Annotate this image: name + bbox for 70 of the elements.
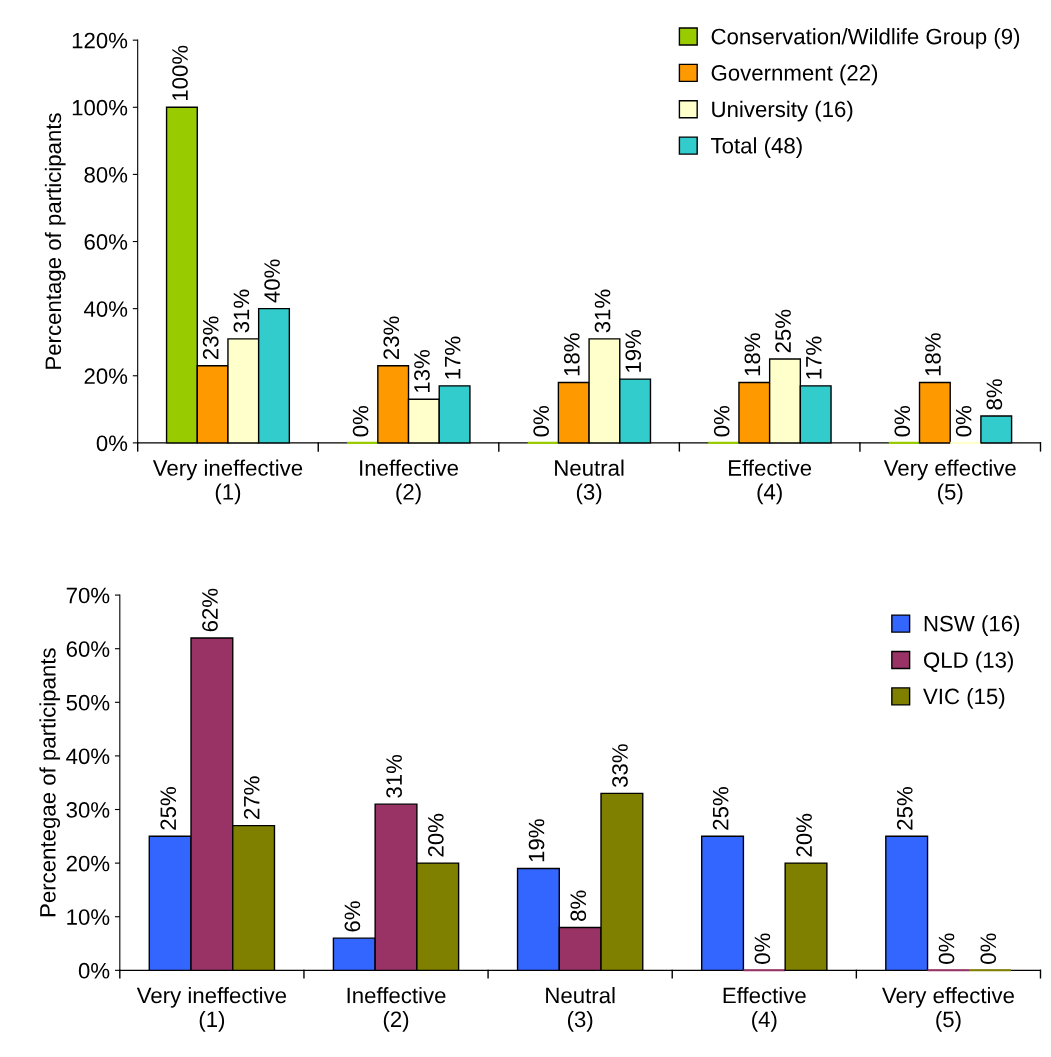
- data-label: 6%: [344, 901, 361, 932]
- y-tick-label: 80%: [84, 166, 128, 183]
- y-tick-label: 10%: [67, 909, 110, 925]
- data-label: 18%: [563, 333, 580, 376]
- legend-label: University (16): [712, 100, 853, 122]
- x-tick-label: Very ineffective (1): [152, 459, 303, 505]
- y-axis-title: Percentegae of participants: [39, 648, 61, 917]
- x-tick-label: Ineffective (2): [360, 459, 458, 505]
- data-label: 19%: [528, 819, 545, 862]
- bar: [918, 381, 951, 444]
- data-label: 20%: [796, 813, 812, 857]
- data-label: 0%: [533, 406, 550, 437]
- data-label: 40%: [264, 259, 280, 303]
- x-tick-label: Ineffective (2): [347, 986, 446, 1032]
- data-label: 25%: [160, 787, 177, 830]
- data-label: 25%: [896, 787, 913, 830]
- data-label: 25%: [775, 309, 791, 353]
- data-label: 0%: [713, 406, 730, 437]
- data-label: 13%: [414, 350, 430, 393]
- legend-label: QLD (13): [924, 651, 1013, 673]
- y-tick-label: 40%: [66, 748, 110, 765]
- y-tick-label: 40%: [83, 301, 128, 317]
- data-label: 27%: [243, 776, 260, 819]
- y-tick-label: 60%: [66, 641, 110, 657]
- data-label: 23%: [383, 316, 400, 360]
- y-tick-label: 0%: [78, 962, 110, 979]
- data-label: 0%: [894, 406, 911, 437]
- data-label: 17%: [806, 336, 822, 379]
- data-label: 31%: [386, 754, 402, 798]
- y-tick-label: 0%: [96, 435, 128, 452]
- data-label: 31%: [594, 289, 611, 333]
- x-tick-label: Neutral (3): [546, 986, 615, 1032]
- data-label: 62%: [202, 588, 218, 632]
- legend-label: NSW (16): [924, 615, 1020, 636]
- x-tick-label: Very effective (5): [883, 459, 1016, 505]
- x-tick-label: Very ineffective (1): [136, 986, 287, 1032]
- legend-label: Conservation/Wildlife Group (9): [711, 28, 1020, 49]
- data-label: 100%: [172, 45, 188, 101]
- x-tick-label: Very effective (5): [882, 986, 1014, 1032]
- legend-label: Total (48): [711, 137, 802, 158]
- legend-label: VIC (15): [923, 687, 1005, 709]
- y-axis-title: Percentage of participants: [44, 113, 66, 369]
- data-label: 19%: [625, 329, 642, 372]
- data-label: 0%: [938, 933, 955, 964]
- data-label: 23%: [202, 316, 219, 360]
- data-label: 0%: [980, 933, 997, 964]
- x-tick-label: Effective (4): [723, 986, 806, 1032]
- y-tick-label: 20%: [84, 368, 128, 385]
- data-label: 33%: [612, 744, 628, 788]
- data-label: 0%: [754, 933, 771, 964]
- data-label: 0%: [352, 406, 369, 437]
- y-tick-label: 70%: [66, 587, 110, 604]
- data-label: 20%: [427, 813, 444, 857]
- data-label: 8%: [986, 379, 1003, 410]
- x-tick-label: Effective (4): [729, 459, 812, 505]
- data-label: 0%: [955, 406, 972, 437]
- data-label: 17%: [444, 336, 461, 379]
- x-tick-label: Neutral (3): [555, 459, 624, 505]
- y-tick-label: 120%: [72, 32, 128, 49]
- y-tick-label: 30%: [66, 802, 110, 818]
- data-label: 18%: [744, 333, 761, 376]
- y-tick-label: 100%: [72, 99, 128, 116]
- data-label: 8%: [570, 890, 587, 921]
- y-tick-label: 60%: [84, 234, 128, 250]
- legend-label: Government (22): [711, 64, 878, 86]
- data-label: 18%: [925, 333, 941, 376]
- data-label: 25%: [712, 787, 729, 830]
- data-label: 31%: [233, 289, 250, 333]
- y-tick-label: 20%: [66, 855, 110, 872]
- y-tick-label: 50%: [66, 694, 110, 711]
